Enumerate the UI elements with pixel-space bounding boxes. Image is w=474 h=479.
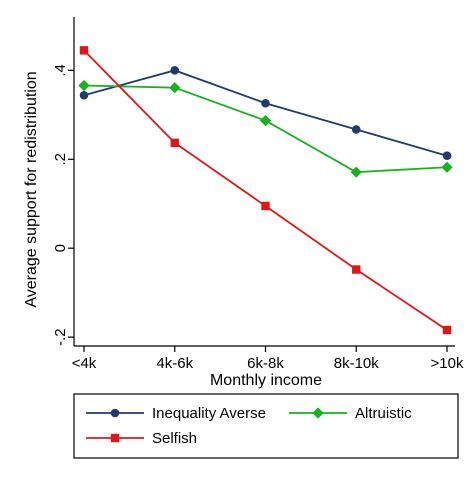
data-point: [170, 138, 179, 148]
series-line-inequality-averse: [83, 69, 448, 157]
series-line-altruistic: [83, 84, 448, 174]
legend-label: Selfish: [152, 430, 197, 447]
data-point: [261, 201, 270, 211]
x-tick-label: >10k: [431, 355, 464, 372]
series-line-selfish: [83, 49, 448, 331]
series-inequality-averse: [79, 66, 452, 161]
data-point: [442, 325, 452, 335]
data-point: [79, 90, 89, 100]
data-point: [261, 98, 270, 108]
data-point: [350, 166, 362, 178]
data-point: [442, 151, 452, 161]
data-point: [312, 407, 324, 419]
y-tick-label: .4: [52, 64, 69, 77]
legend: Inequality Averse Altruistic Selfish: [73, 393, 459, 459]
x-tick-label: 8k-10k: [334, 355, 380, 372]
legend-item-altruistic: Altruistic: [289, 405, 412, 422]
legend-item-selfish: Selfish: [86, 430, 197, 447]
data-point: [110, 408, 120, 418]
x-tick-label: 4k-6k: [156, 355, 193, 372]
axes: -.2 0 .2 .4 <4k 4k-6k 6k-8k 8k-10k >10k Monthly i…: [23, 17, 464, 389]
legend-label: Inequality Averse: [152, 405, 266, 422]
y-tick-label: 0: [52, 244, 69, 252]
series-selfish: [79, 46, 452, 335]
y-tick-label: .2: [52, 153, 69, 166]
data-point: [352, 265, 361, 274]
legend-label: Altruistic: [355, 405, 412, 422]
y-axis-title: Average support for redistribution: [23, 71, 40, 307]
data-point: [259, 114, 272, 127]
data-point: [169, 82, 181, 94]
data-point: [110, 433, 120, 443]
data-point: [441, 161, 453, 173]
legend-box: [73, 393, 459, 459]
series-lines: [78, 46, 453, 335]
data-point: [351, 125, 361, 134]
data-point: [78, 79, 90, 92]
legend-item-inequality-averse: Inequality Averse: [86, 405, 266, 422]
x-axis-title: Monthly income: [210, 372, 322, 389]
x-tick-label: 6k-8k: [247, 355, 284, 372]
series-altruistic: [78, 79, 453, 178]
data-point: [79, 46, 89, 55]
y-tick-label: -.2: [52, 328, 69, 346]
data-point: [170, 66, 180, 75]
x-tick-label: <4k: [72, 355, 97, 372]
